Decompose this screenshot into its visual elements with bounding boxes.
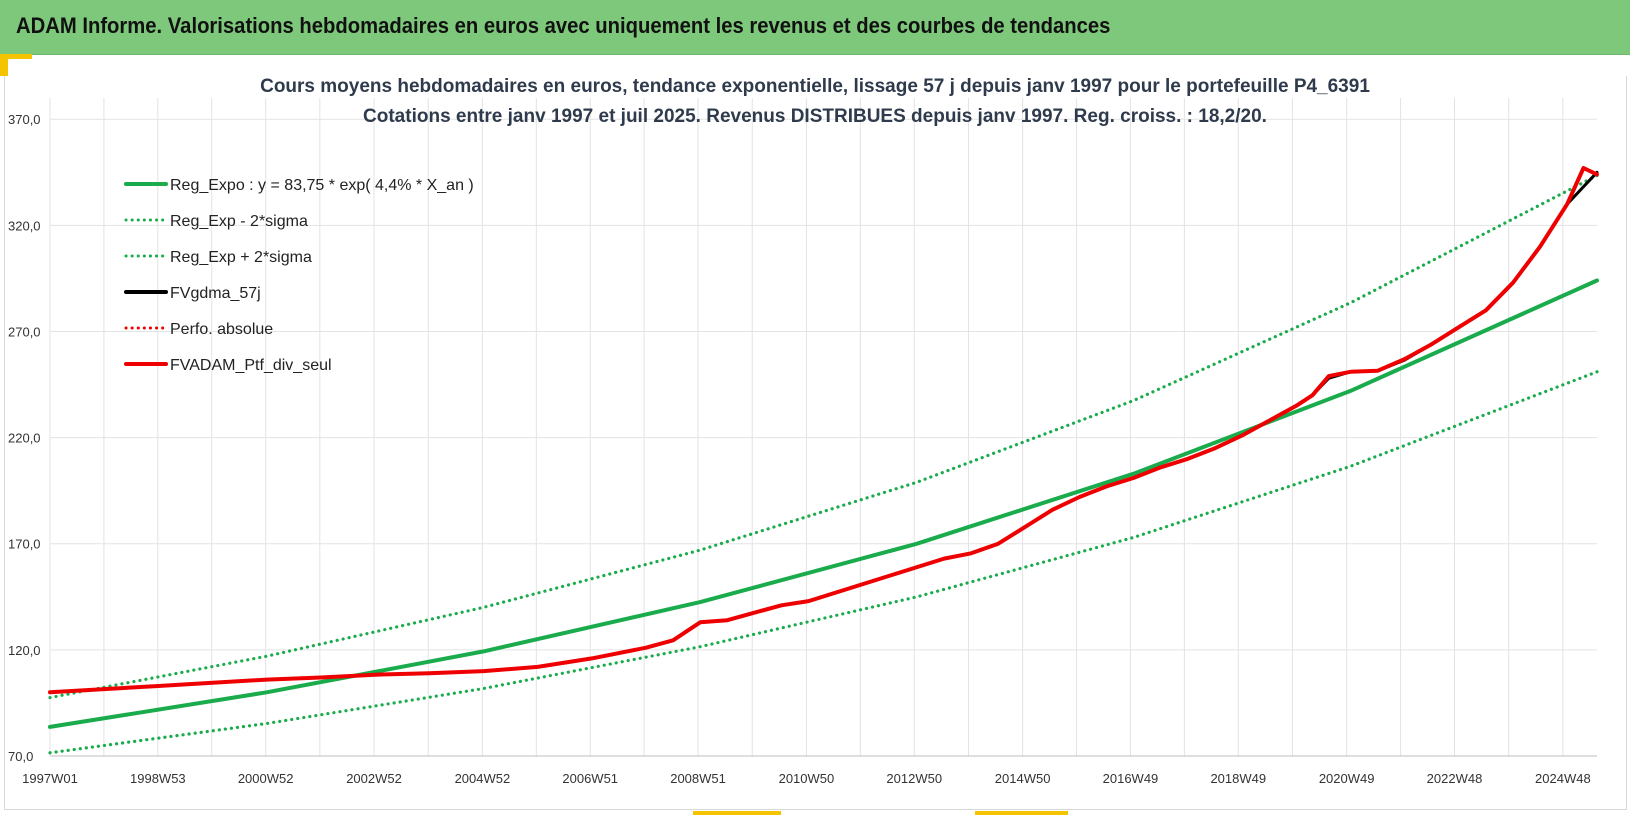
series-line-4: [48, 166, 1599, 695]
x-tick-label: 2000W52: [238, 771, 294, 786]
accent-bar: [975, 811, 1068, 815]
y-tick-label: 70,0: [8, 749, 33, 764]
legend-label: FVADAM_Ptf_div_seul: [170, 357, 332, 374]
x-tick-label: 2008W51: [670, 771, 726, 786]
legend: Reg_Expo : y = 83,75 * exp( 4,4% * X_an …: [124, 177, 474, 374]
series-layer: [48, 166, 1599, 755]
x-tick-label: 2024W48: [1535, 771, 1591, 786]
grid: [49, 98, 1597, 757]
y-tick-label: 220,0: [8, 431, 41, 446]
accent-bar: [0, 54, 32, 59]
x-tick-label: 1998W53: [130, 771, 186, 786]
x-tick-label: 2010W50: [779, 771, 835, 786]
legend-label: FVgdma_57j: [170, 285, 261, 302]
x-tick-label: 2022W48: [1427, 771, 1483, 786]
series-line-2: [48, 173, 1599, 700]
x-tick-label: 2004W52: [455, 771, 511, 786]
y-tick-label: 170,0: [8, 537, 41, 552]
y-axis: 70,0 120,0 170,0 220,0 270,0 320,0 370,0: [8, 112, 41, 764]
x-tick-label: 2012W50: [886, 771, 942, 786]
chart-title-line-1: Cours moyens hebdomadaires en euros, ten…: [260, 76, 1370, 97]
x-axis: 1997W01 1998W53 2000W52 2002W52 2004W52 2006W…: [22, 771, 1591, 786]
x-tick-label: 2014W50: [995, 771, 1051, 786]
x-tick-label: 2006W51: [562, 771, 618, 786]
x-tick-label: 2016W49: [1103, 771, 1159, 786]
x-tick-label: 1997W01: [22, 771, 78, 786]
legend-label: Reg_Exp + 2*sigma: [170, 249, 312, 266]
series-line-0: [48, 278, 1599, 729]
x-tick-label: 2018W49: [1210, 771, 1266, 786]
chart-title-line-2: Cotations entre janv 1997 et juil 2025. …: [363, 106, 1267, 127]
accent-bar: [693, 811, 781, 815]
header-bar: ADAM Informe. Valorisations hebdomadaire…: [0, 0, 1630, 55]
page-title: ADAM Informe. Valorisations hebdomadaire…: [16, 13, 1111, 38]
accent-bar: [0, 54, 8, 76]
y-tick-label: 370,0: [8, 112, 41, 127]
y-tick-label: 120,0: [8, 643, 41, 658]
x-tick-label: 2002W52: [346, 771, 402, 786]
x-tick-label: 2020W49: [1319, 771, 1375, 786]
legend-label: Perfo. absolue: [170, 321, 273, 338]
legend-label: Reg_Expo : y = 83,75 * exp( 4,4% * X_an …: [170, 177, 474, 194]
y-tick-label: 320,0: [8, 218, 41, 233]
chart-border: [4, 76, 1627, 810]
series-line-1: [48, 370, 1599, 755]
y-tick-label: 270,0: [8, 324, 41, 339]
legend-label: Reg_Exp - 2*sigma: [170, 213, 308, 230]
